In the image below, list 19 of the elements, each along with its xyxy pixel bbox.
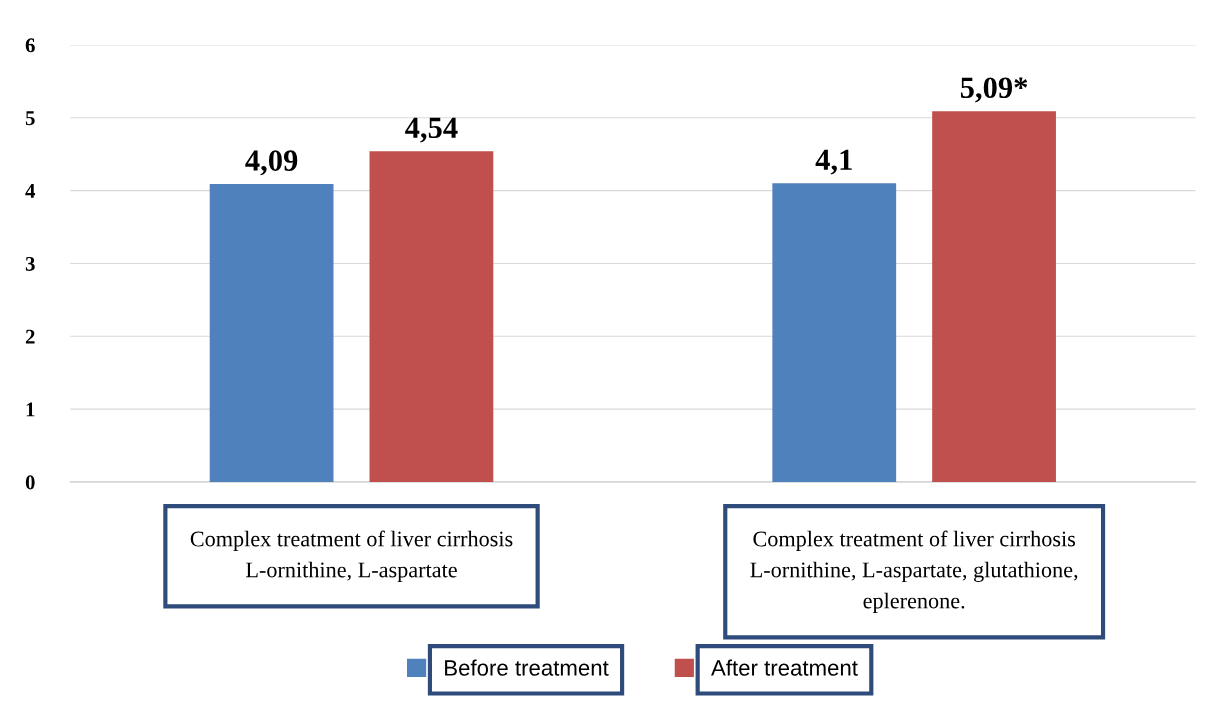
bar [772, 183, 897, 482]
y-tick-label: 2 [25, 329, 35, 344]
data-label: 4,54 [405, 117, 458, 143]
bar [369, 151, 494, 482]
data-label: 5,09* [960, 77, 1028, 103]
y-tick-label: 3 [25, 256, 35, 271]
y-tick-label: 5 [25, 111, 35, 126]
y-tick-label: 1 [26, 402, 35, 417]
legend-label: Before treatment [445, 659, 609, 676]
x-tick-label: Complex treatment of liver cirrhosis L-ornithine, L-aspartate, glutathione, eplerenone. [750, 530, 1078, 613]
bar [209, 184, 334, 482]
data-label: 4,09 [245, 150, 298, 176]
y-tick-label: 4 [25, 184, 36, 198]
x-tick-label: Complex treatment of liver cirrhosis L-ornithine, L-aspartate [190, 530, 513, 582]
y-tick-label: 6 [25, 38, 35, 53]
data-label: 4,1 [815, 149, 852, 175]
y-tick-label: 0 [25, 475, 35, 490]
bar [932, 111, 1056, 482]
legend-label: After treatment [711, 659, 858, 676]
